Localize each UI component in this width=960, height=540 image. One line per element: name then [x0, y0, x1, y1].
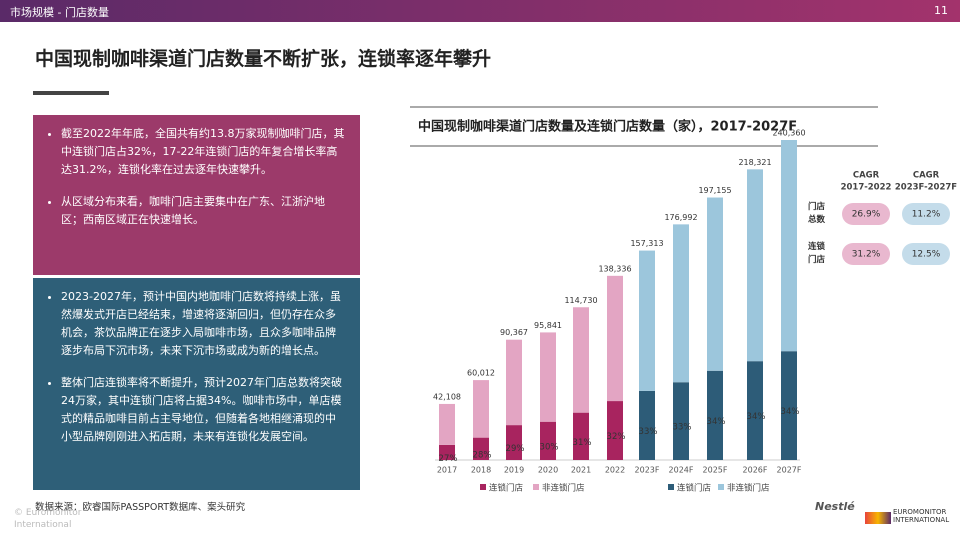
- cagr-pill: [902, 203, 950, 225]
- cagr-value: 31.2%: [852, 250, 881, 260]
- bar-segment: [473, 437, 489, 460]
- bar-segment: [781, 140, 797, 352]
- section-label: 市场规模 - 门店数量: [10, 6, 109, 19]
- cagr-value: 11.2%: [912, 210, 941, 220]
- bar-segment: [439, 444, 455, 460]
- bar-segment: [607, 275, 623, 402]
- bar-segment: [707, 370, 723, 460]
- legend-swatch: [533, 484, 539, 490]
- legend-swatch: [668, 484, 674, 490]
- bullet: 从区域分布来看，咖啡门店主要集中在广东、江浙沪地区；西南区域正在快速增长。: [61, 193, 346, 229]
- bar-segment: [573, 307, 589, 413]
- bullet: 截至2022年年底，全国共有约13.8万家现制咖啡门店，其中连锁门店占32%，1…: [61, 125, 346, 179]
- text-box: 2023-2027年，预计中国内地咖啡门店数将持续上涨，虽然爆发式开店已经结束，…: [33, 278, 360, 490]
- bar-segment: [506, 425, 522, 460]
- total-label: 42,108: [433, 392, 461, 401]
- cagr-header: CAGR: [913, 171, 940, 181]
- total-label: 95,841: [534, 321, 562, 330]
- cagr-pill: [902, 243, 950, 265]
- bar-segment: [639, 390, 655, 460]
- x-tick-label: 2023F: [635, 466, 660, 475]
- chart-title: 中国现制咖啡渠道门店数量及连锁门店数量（家），2017-2027F: [418, 119, 797, 135]
- x-tick-label: 2022: [605, 466, 625, 475]
- bar-segment: [573, 412, 589, 460]
- total-label: 90,367: [500, 328, 528, 337]
- bar-segment: [473, 380, 489, 438]
- share-label: 34%: [707, 417, 726, 427]
- legend-label: 连锁门店: [677, 483, 712, 494]
- share-label: 33%: [639, 427, 658, 437]
- share-label: 33%: [673, 423, 692, 433]
- bar-segment: [673, 224, 689, 383]
- x-tick-label: 2024F: [669, 466, 694, 475]
- share-label: 34%: [781, 407, 800, 417]
- bar-segment: [506, 339, 522, 426]
- slide-title: 中国现制咖啡渠道门店数量不断扩张，连锁率逐年攀升: [35, 48, 492, 70]
- share-label: 27%: [439, 454, 458, 464]
- total-label: 60,012: [467, 369, 495, 378]
- bar-segment: [540, 421, 556, 460]
- bar-segment: [747, 361, 763, 460]
- total-label: 138,336: [598, 264, 631, 273]
- legend-label: 非连锁门店: [542, 483, 585, 494]
- cagr-row-label: 连锁门店: [808, 242, 826, 265]
- x-tick-label: 2026F: [743, 466, 768, 475]
- x-tick-label: 2019: [504, 466, 524, 475]
- share-label: 31%: [573, 438, 592, 448]
- bar-segment: [540, 332, 556, 422]
- legend-label: 连锁门店: [489, 483, 524, 494]
- cagr-header: 2023F-2027F: [895, 183, 957, 193]
- cagr-header: 2017-2022: [841, 183, 892, 193]
- total-label: 157,313: [630, 239, 663, 248]
- x-tick-label: 2025F: [703, 466, 728, 475]
- cagr-value: 26.9%: [852, 210, 881, 220]
- x-tick-label: 2017: [437, 466, 457, 475]
- bar-segment: [781, 351, 797, 460]
- share-label: 30%: [540, 442, 559, 452]
- euromonitor-logo: EUROMONITOR INTERNATIONAL: [893, 508, 950, 524]
- x-tick-label: 2021: [571, 466, 591, 475]
- total-label: 218,321: [738, 158, 771, 167]
- bar-segment: [747, 169, 763, 362]
- source-note: 数据来源：欧睿国际PASSPORT数据库、案头研究: [35, 502, 246, 513]
- x-tick-label: 2018: [471, 466, 491, 475]
- bar-segment: [707, 197, 723, 371]
- bar-segment: [673, 382, 689, 460]
- total-label: 114,730: [564, 296, 597, 305]
- bullet: 2023-2027年，预计中国内地咖啡门店数将持续上涨，虽然爆发式开店已经结束，…: [61, 288, 346, 360]
- cagr-header: CAGR: [853, 171, 880, 181]
- page-number: 11: [934, 4, 948, 17]
- x-tick-label: 2020: [538, 466, 558, 475]
- cagr-value: 12.5%: [912, 250, 941, 260]
- header-bar: 市场规模 - 门店数量 11: [0, 0, 960, 22]
- bar-segment: [607, 401, 623, 460]
- share-label: 32%: [607, 432, 626, 442]
- total-label: 197,155: [698, 186, 731, 195]
- nestle-logo: Nestlé: [815, 500, 855, 513]
- title-rule: [33, 91, 109, 95]
- share-label: 29%: [506, 444, 525, 454]
- bullet: 整体门店连锁率将不断提升，预计2027年门店总数将突破24万家，其中连锁门店将占…: [61, 374, 346, 446]
- share-label: 34%: [747, 412, 766, 422]
- copyright: © Euromonitor International: [14, 508, 82, 530]
- legend-swatch: [718, 484, 724, 490]
- bar-segment: [439, 403, 455, 445]
- legend-label: 非连锁门店: [727, 483, 770, 494]
- legend-swatch: [480, 484, 486, 490]
- cagr-pill: [842, 203, 890, 225]
- total-label: 176,992: [664, 213, 697, 222]
- share-label: 28%: [473, 450, 492, 460]
- cagr-pill: [842, 243, 890, 265]
- text-box: 截至2022年年底，全国共有约13.8万家现制咖啡门店，其中连锁门店占32%，1…: [33, 115, 360, 275]
- bar-segment: [639, 250, 655, 391]
- total-label: 240,360: [772, 129, 805, 138]
- logo-mark: [865, 512, 891, 524]
- cagr-row-label: 门店总数: [808, 202, 826, 225]
- x-tick-label: 2027F: [777, 466, 802, 475]
